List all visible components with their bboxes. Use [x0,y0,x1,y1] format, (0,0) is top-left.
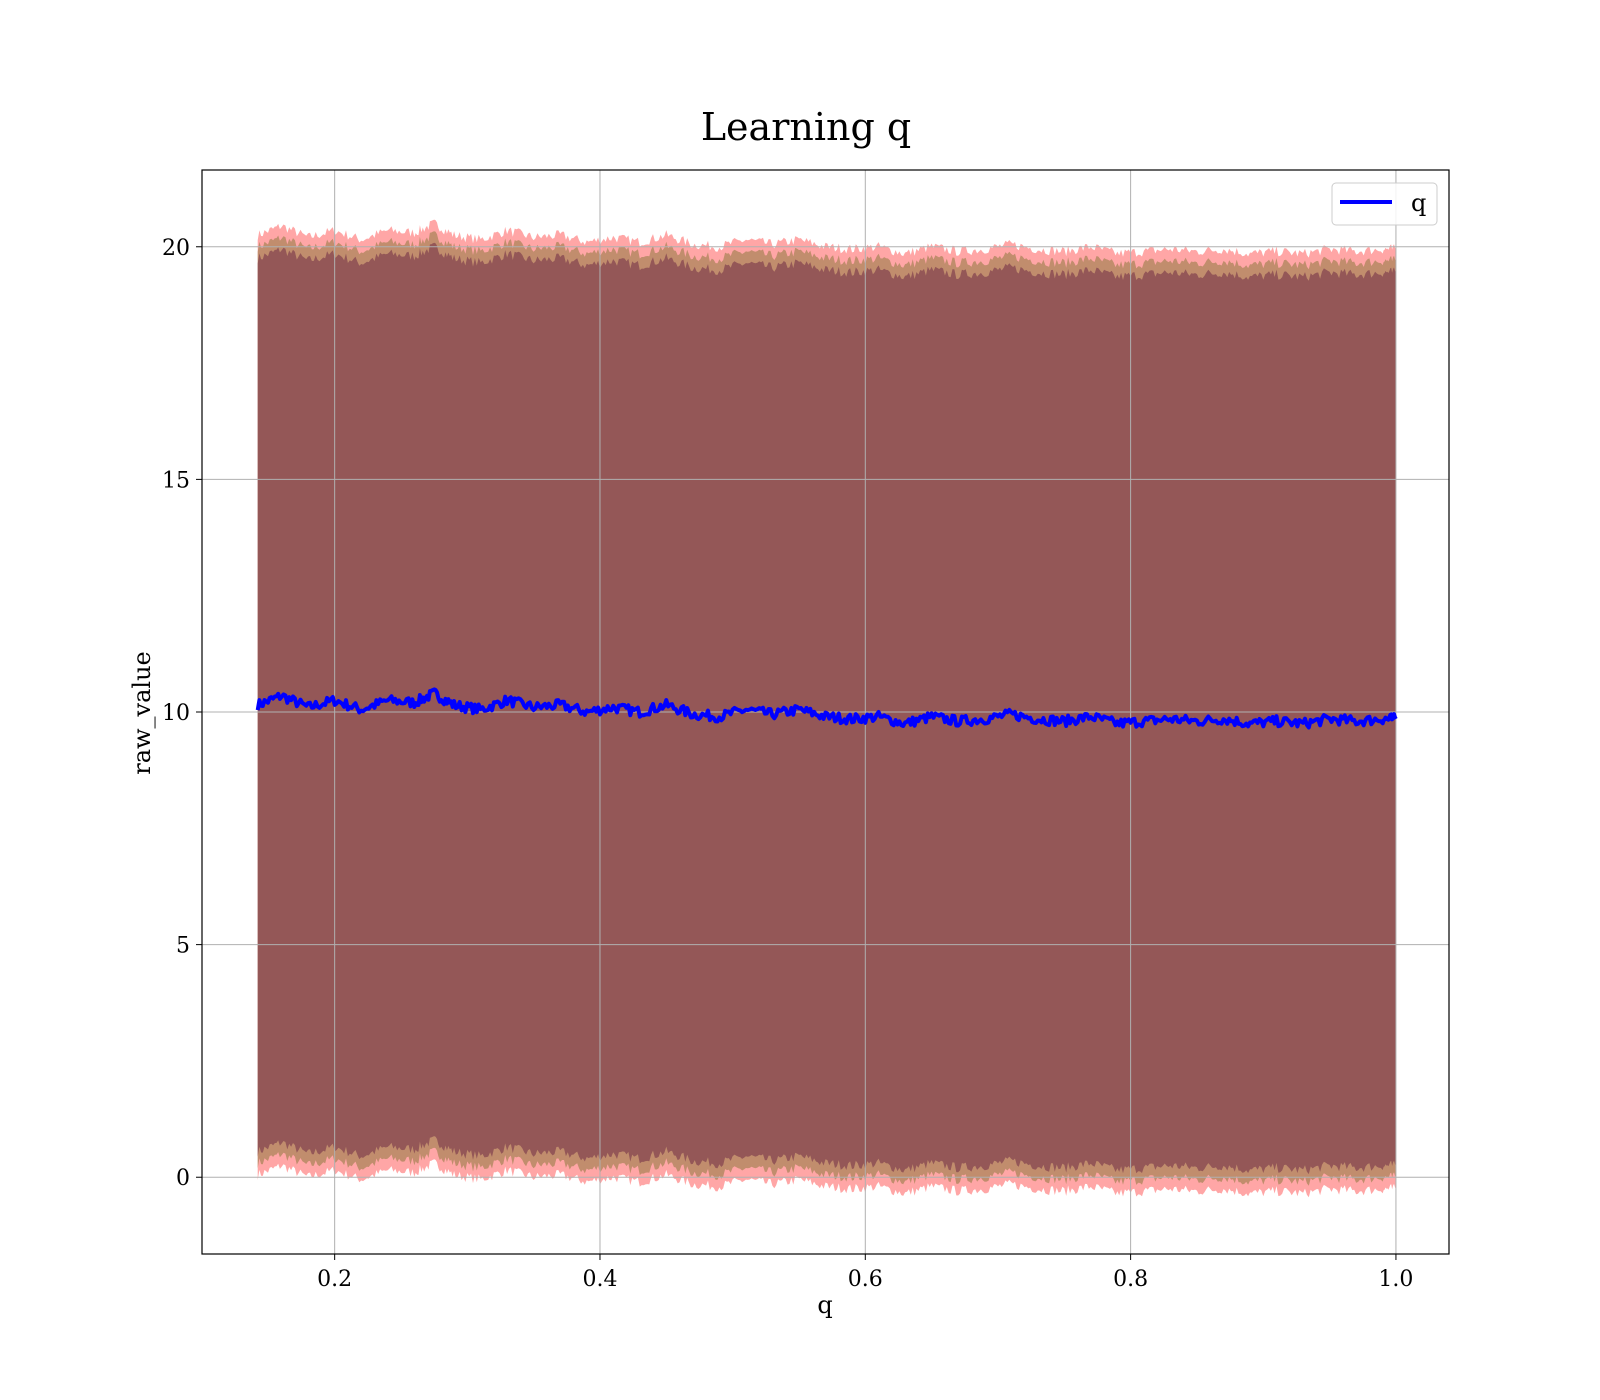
chart-title: Learning q [701,105,911,149]
x-tick-label-2: 0.6 [848,1267,883,1292]
y-tick-label-3: 15 [162,468,190,493]
x-tick-label-3: 0.8 [1113,1267,1148,1292]
x-tick-label-4: 1.0 [1378,1267,1413,1292]
x-tick-label-1: 0.4 [582,1267,617,1292]
y-tick-label-2: 10 [162,701,190,726]
legend-label-q: q [1411,189,1426,217]
series-lines [255,687,1398,730]
y-axis-ticks: 0 5 10 15 20 [162,236,202,1191]
x-axis-label: q [817,1291,832,1319]
y-tick-label-0: 0 [176,1166,190,1191]
series-line-q [255,687,1398,730]
y-tick-label-1: 5 [176,934,190,959]
y-axis-label: raw_value [128,651,156,775]
x-axis-ticks: 0.2 0.4 0.6 0.8 1.0 [317,1254,1413,1292]
x-tick-label-0: 0.2 [317,1267,352,1292]
confidence-bands [257,219,1396,1198]
y-tick-label-4: 20 [162,236,190,261]
band-inner [257,242,1396,1175]
legend: q [1331,182,1438,226]
